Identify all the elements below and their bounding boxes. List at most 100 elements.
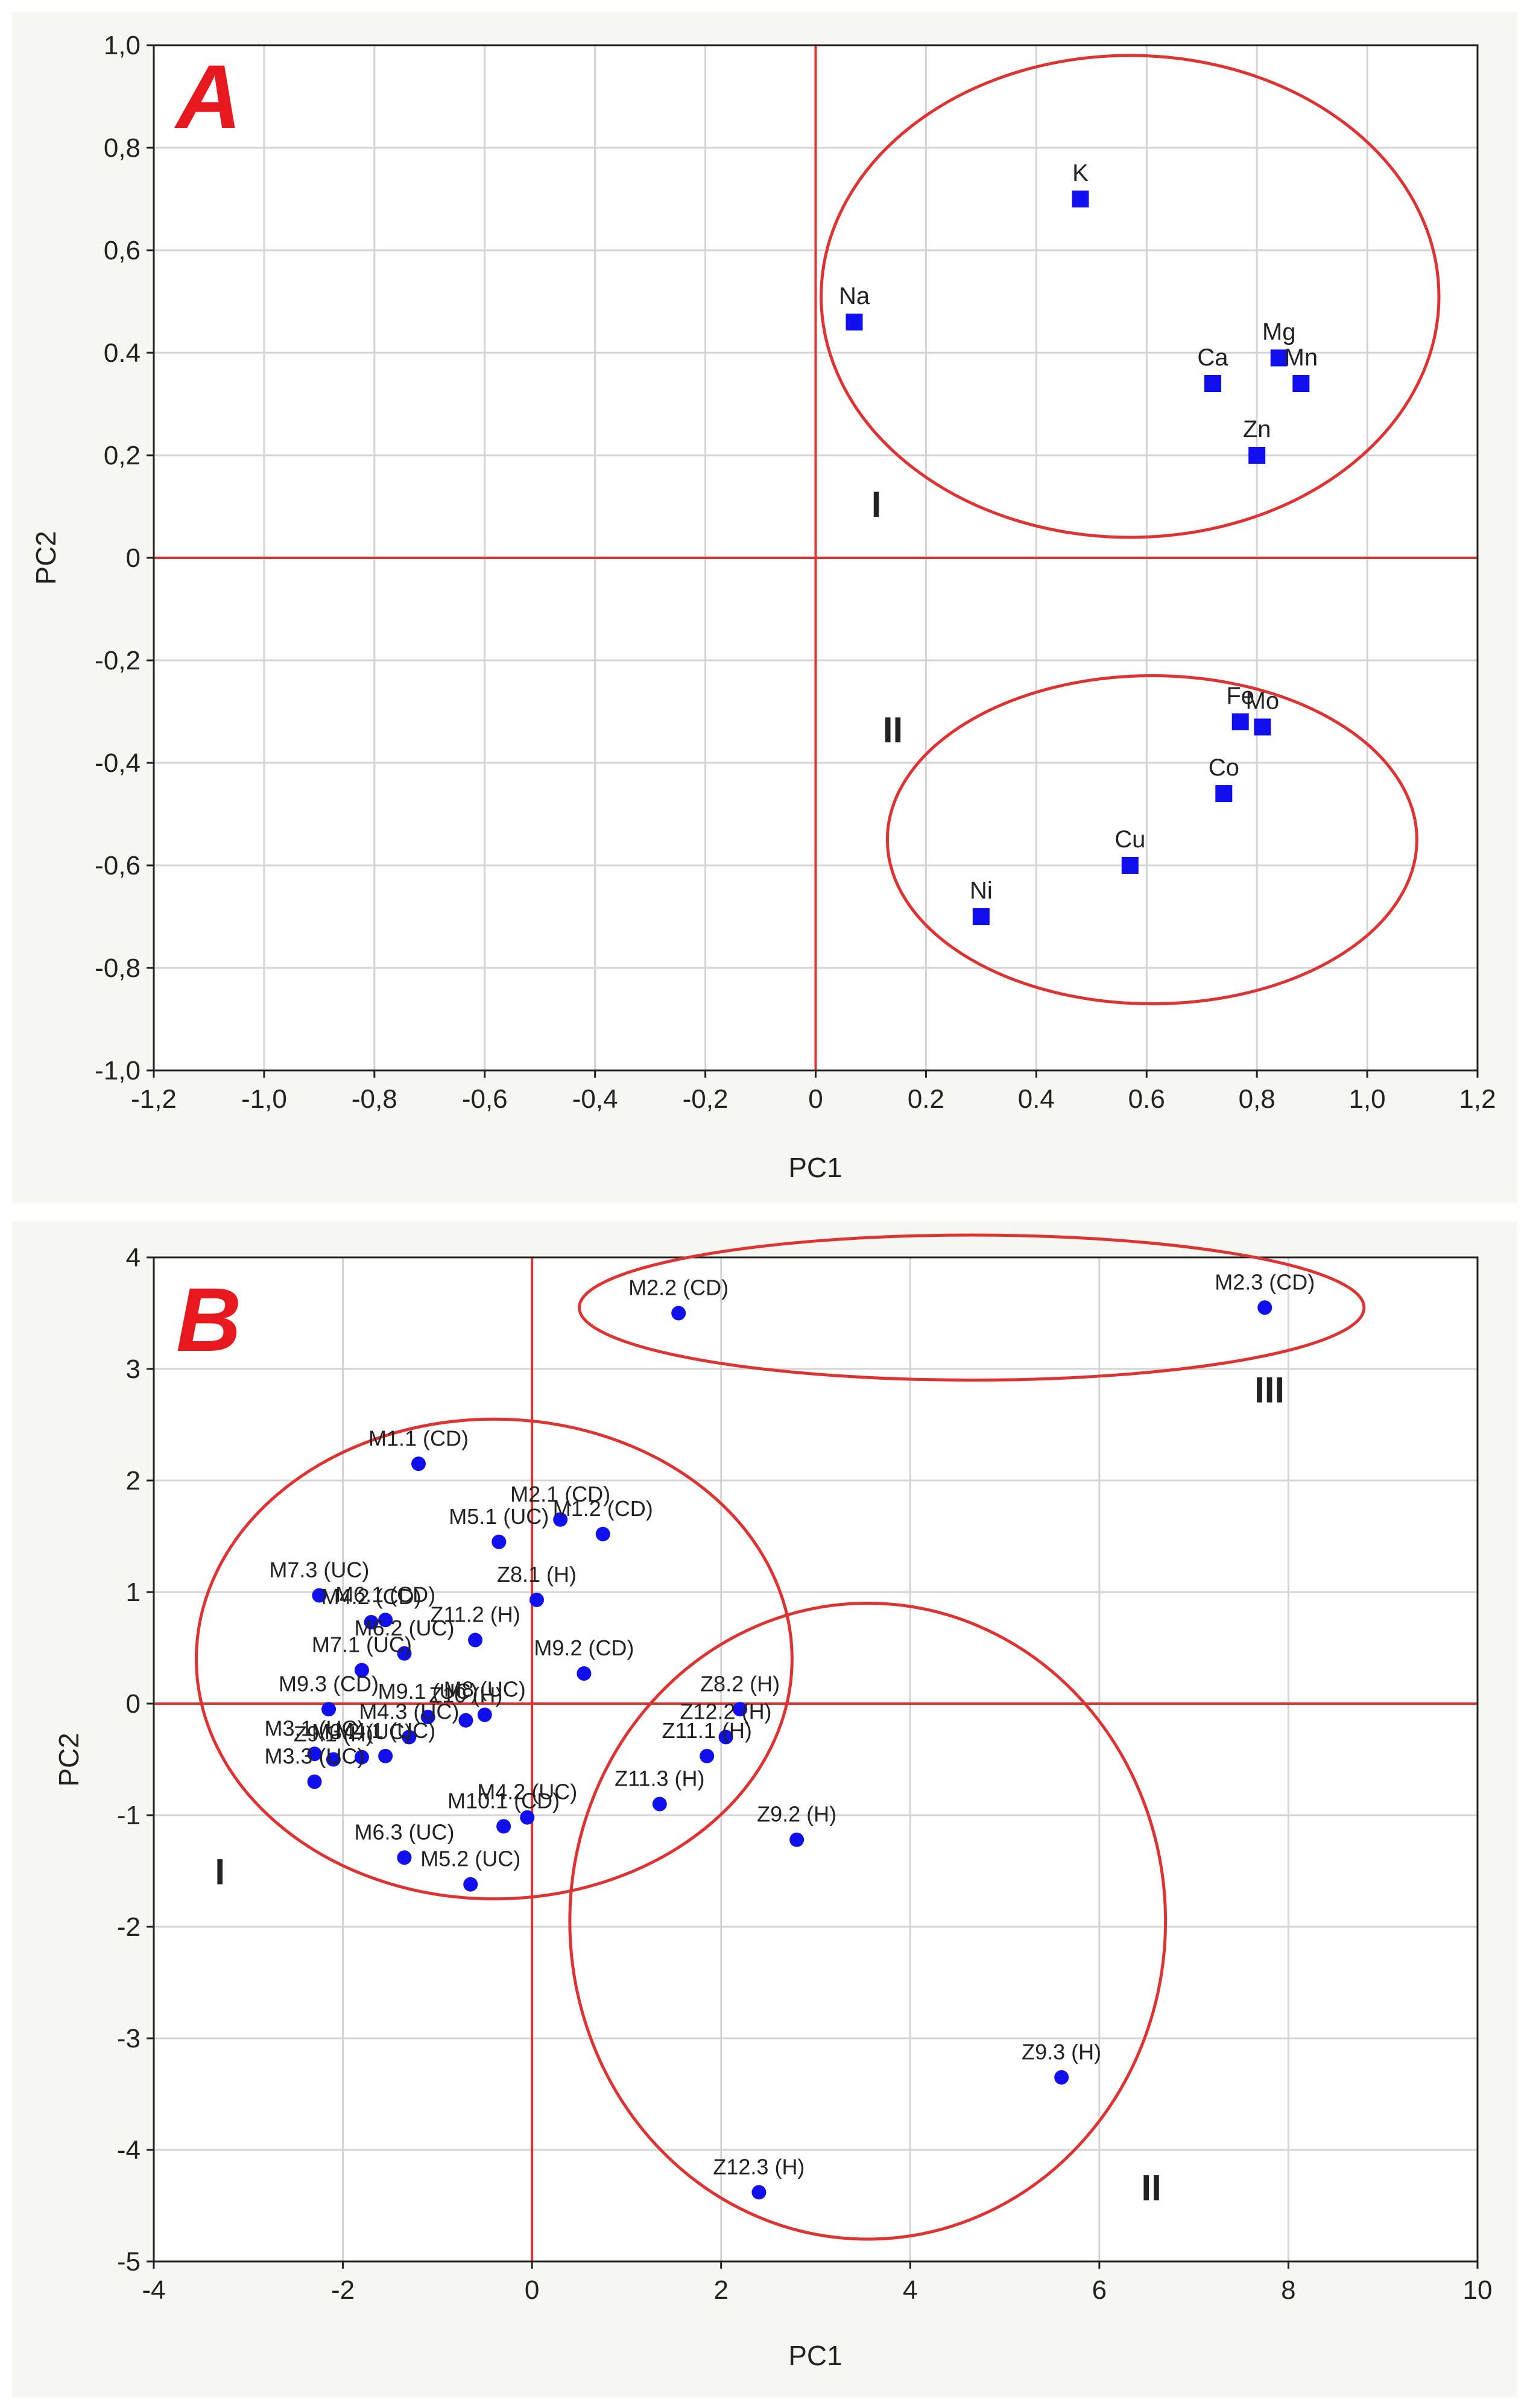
x-tick-label: 0.4 (1018, 1084, 1055, 1114)
group-label: I (215, 1852, 225, 1892)
data-label: M1.1 (CD) (368, 1426, 469, 1450)
data-label: M4.3 (UC) (359, 1699, 459, 1724)
data-point (671, 1306, 686, 1321)
panel-a-scatter: -1,2 -1,0 -0,8 -0,6 -0,4 -0,2 0 0.2 0.4 0.6 0,8 1,0… (12, 12, 1517, 1203)
y-tick-label: -4 (117, 2135, 141, 2165)
y-tick-label: -0,8 (95, 953, 141, 983)
data-point (321, 1702, 337, 1717)
data-label: M2.3 (CD) (1215, 1269, 1315, 1294)
data-point (1054, 2070, 1069, 2085)
y-tick-label: 0,6 (104, 236, 141, 265)
data-point (1231, 713, 1249, 730)
data-label: M3.2 (UC) (312, 1719, 412, 1744)
data-point (733, 1702, 748, 1717)
data-label: Fe (1226, 683, 1254, 709)
data-label: Z9.3 (H) (1022, 2040, 1101, 2064)
data-point (1248, 447, 1266, 464)
data-point (751, 2185, 767, 2200)
data-point (397, 1646, 412, 1661)
data-point (477, 1707, 492, 1722)
x-tick-label: -4 (142, 2275, 165, 2305)
group-ellipse (195, 1417, 794, 1901)
data-point (307, 1746, 322, 1762)
panel-a-letter: A (174, 46, 241, 147)
data-label: M9.2 (CD) (534, 1635, 634, 1660)
y-tick-label: 0.4 (104, 338, 141, 368)
data-label: M9.3 (CD) (279, 1671, 379, 1696)
x-tick-label: 8 (1281, 2275, 1295, 2305)
group-ellipse (568, 1602, 1168, 2241)
data-point (378, 1748, 393, 1763)
data-label: Z11.2 (H) (430, 1602, 520, 1627)
x-tick-label: 2 (713, 2275, 728, 2305)
panel-a-x-axis-label: PC1 (788, 1152, 842, 1183)
x-tick-label: -0,6 (462, 1084, 508, 1114)
data-label: M4.2 (UC) (477, 1780, 577, 1804)
data-point (411, 1456, 426, 1471)
x-tick-label: 0.6 (1128, 1084, 1165, 1114)
data-label: M8 (UC) (444, 1677, 526, 1702)
data-label: M2.2 (CD) (628, 1275, 729, 1300)
group-ellipse (885, 674, 1418, 1005)
data-label: M3.1 (UC) (265, 1716, 365, 1740)
data-point (553, 1512, 568, 1527)
y-tick-label: 2 (126, 1466, 141, 1496)
y-tick-label: 1 (126, 1578, 141, 1607)
data-point (577, 1666, 592, 1681)
data-point (364, 1614, 379, 1629)
y-tick-label: -1,0 (95, 1056, 141, 1085)
data-label: M5.1 (UC) (449, 1504, 549, 1529)
data-label: Z10 (H) (429, 1683, 502, 1707)
x-tick-label: -2 (331, 2275, 355, 2305)
panel-a-y-tick-labels: -1,0 -0,8 -0,6 -0,4 -0,2 0 0,2 0.4 0,6 0,8 1,0 (95, 31, 154, 1085)
data-point (354, 1749, 369, 1765)
data-point (652, 1797, 667, 1812)
x-tick-label: 4 (903, 2275, 917, 2305)
panel-b-points: M2.2 (CD) M2.3 (CD) M1.1 (CD) M2.1 (CD)M1.2… (265, 1269, 1315, 2200)
panel-a-group-ellipses: III (820, 54, 1441, 1005)
panel-a-y-axis-label: PC2 (30, 531, 62, 584)
x-tick-label: 0,8 (1239, 1084, 1276, 1114)
data-point (1254, 718, 1271, 736)
data-point (520, 1810, 535, 1825)
x-tick-label: -0,8 (352, 1084, 397, 1114)
data-label: Co (1209, 754, 1239, 781)
x-tick-label: 0.2 (908, 1084, 944, 1114)
data-point (1257, 1300, 1272, 1315)
panel-b-zero-lines (154, 1257, 1478, 2261)
data-point (402, 1730, 417, 1745)
data-label: M9.1 (UC) (378, 1679, 478, 1704)
x-tick-label: -1,2 (131, 1084, 177, 1114)
data-point (326, 1752, 341, 1767)
data-point (1072, 191, 1089, 207)
data-point (492, 1534, 507, 1549)
data-point (307, 1774, 322, 1789)
data-point (846, 314, 863, 330)
panel-b-y-tick-labels: -5 -4 -3 -2 -1 0 1 2 3 4 (117, 1243, 154, 2277)
data-label: M7.3 (UC) (269, 1558, 369, 1582)
group-label: II (1141, 2167, 1161, 2208)
data-label: Ni (970, 877, 993, 904)
x-tick-label: 1,0 (1348, 1084, 1385, 1114)
data-label: Z12.2 (H) (680, 1699, 772, 1724)
y-tick-label: 4 (126, 1243, 141, 1272)
data-label: M10.1 (CD) (447, 1789, 560, 1813)
group-label: I (871, 484, 882, 525)
y-tick-label: -0,4 (95, 748, 141, 778)
y-tick-label: -0,6 (95, 851, 141, 880)
data-point (1204, 375, 1221, 392)
data-label: Mg (1262, 319, 1296, 346)
panel-b-x-axis-label: PC1 (788, 2340, 842, 2371)
y-tick-label: 1,0 (104, 31, 141, 60)
data-label: Z8.2 (H) (700, 1671, 780, 1696)
x-tick-label: 0 (525, 2275, 539, 2305)
x-tick-label: 0 (808, 1084, 823, 1114)
panel-b-plot-area (154, 1257, 1478, 2261)
data-label: Mo (1246, 688, 1280, 715)
panel-b-letter: B (176, 1269, 241, 1370)
data-label: M6.2 (UC) (354, 1616, 454, 1640)
x-tick-label: -1,0 (241, 1084, 287, 1114)
data-point (1121, 857, 1139, 874)
